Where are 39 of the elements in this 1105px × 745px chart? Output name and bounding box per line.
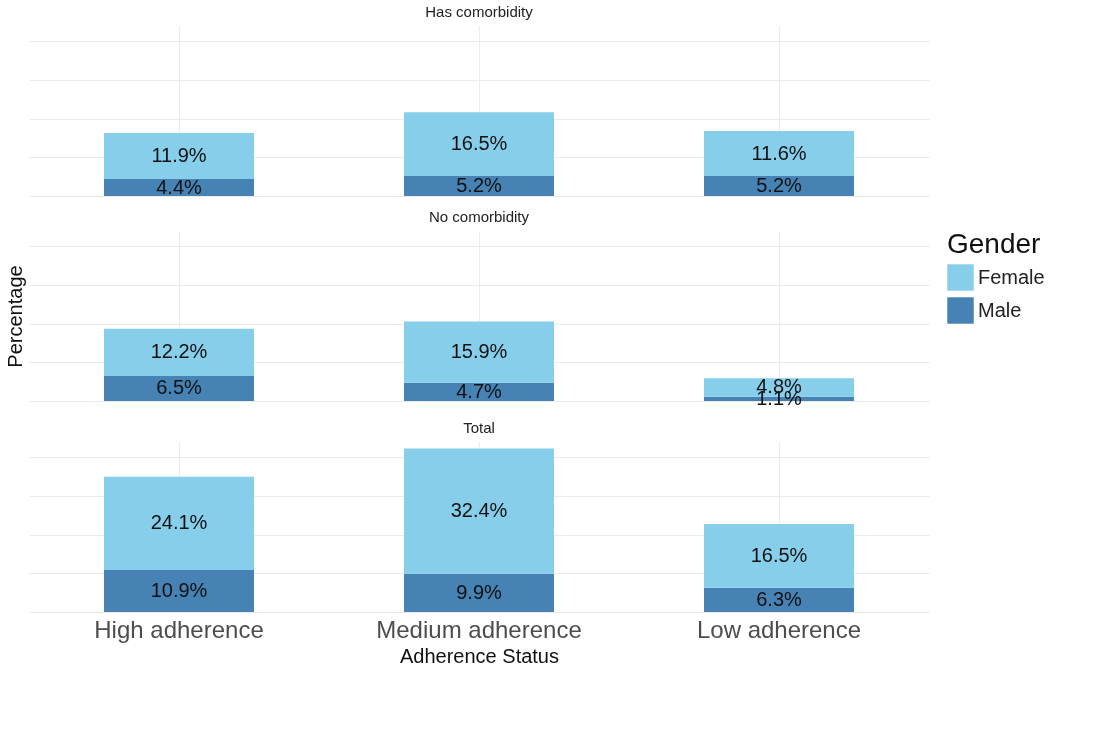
data-label: 6.3% [756, 587, 803, 610]
data-label: 11.9% [151, 144, 207, 167]
chart-title: No comorbidity [428, 208, 530, 225]
bar [104, 375, 254, 401]
data-label: 5.2% [456, 173, 503, 196]
legend-label: Male [978, 298, 1022, 321]
data-label: 4.7% [456, 379, 503, 402]
bar [404, 573, 554, 612]
bar [104, 476, 254, 570]
bar [404, 321, 554, 383]
x-tick-label: Medium adherence [376, 615, 582, 643]
data-label: 16.5% [750, 543, 808, 566]
y-axis-title: Percentage [3, 265, 26, 368]
legend-title: Gender [947, 228, 1041, 259]
x-tick-label: Low adherence [696, 615, 862, 643]
bar [104, 569, 254, 612]
data-label: 24.1% [150, 511, 208, 534]
chart-title: Has comorbidity [425, 3, 534, 20]
bar [704, 523, 854, 588]
x-tick-label: High adherence [94, 615, 264, 643]
data-label: 9.9% [456, 580, 503, 603]
legend-label: Female [978, 265, 1045, 288]
data-label: 4.4% [156, 175, 203, 198]
bar [404, 448, 554, 574]
bar [704, 131, 854, 176]
data-label: 12.2% [150, 340, 208, 363]
chart-title: Total [463, 419, 495, 436]
bar [704, 587, 854, 612]
bar [404, 112, 554, 176]
data-label: 11.6% [751, 141, 807, 164]
data-label: 5.2% [756, 173, 803, 196]
data-label: 6.5% [156, 376, 203, 399]
bar [104, 328, 254, 376]
data-label: 16.5% [450, 132, 508, 155]
data-label: 10.9% [150, 578, 208, 601]
data-label: 15.9% [450, 340, 508, 363]
bar [104, 133, 254, 179]
data-label: 32.4% [450, 499, 508, 522]
x-axis-title: Adherence Status [400, 644, 559, 667]
